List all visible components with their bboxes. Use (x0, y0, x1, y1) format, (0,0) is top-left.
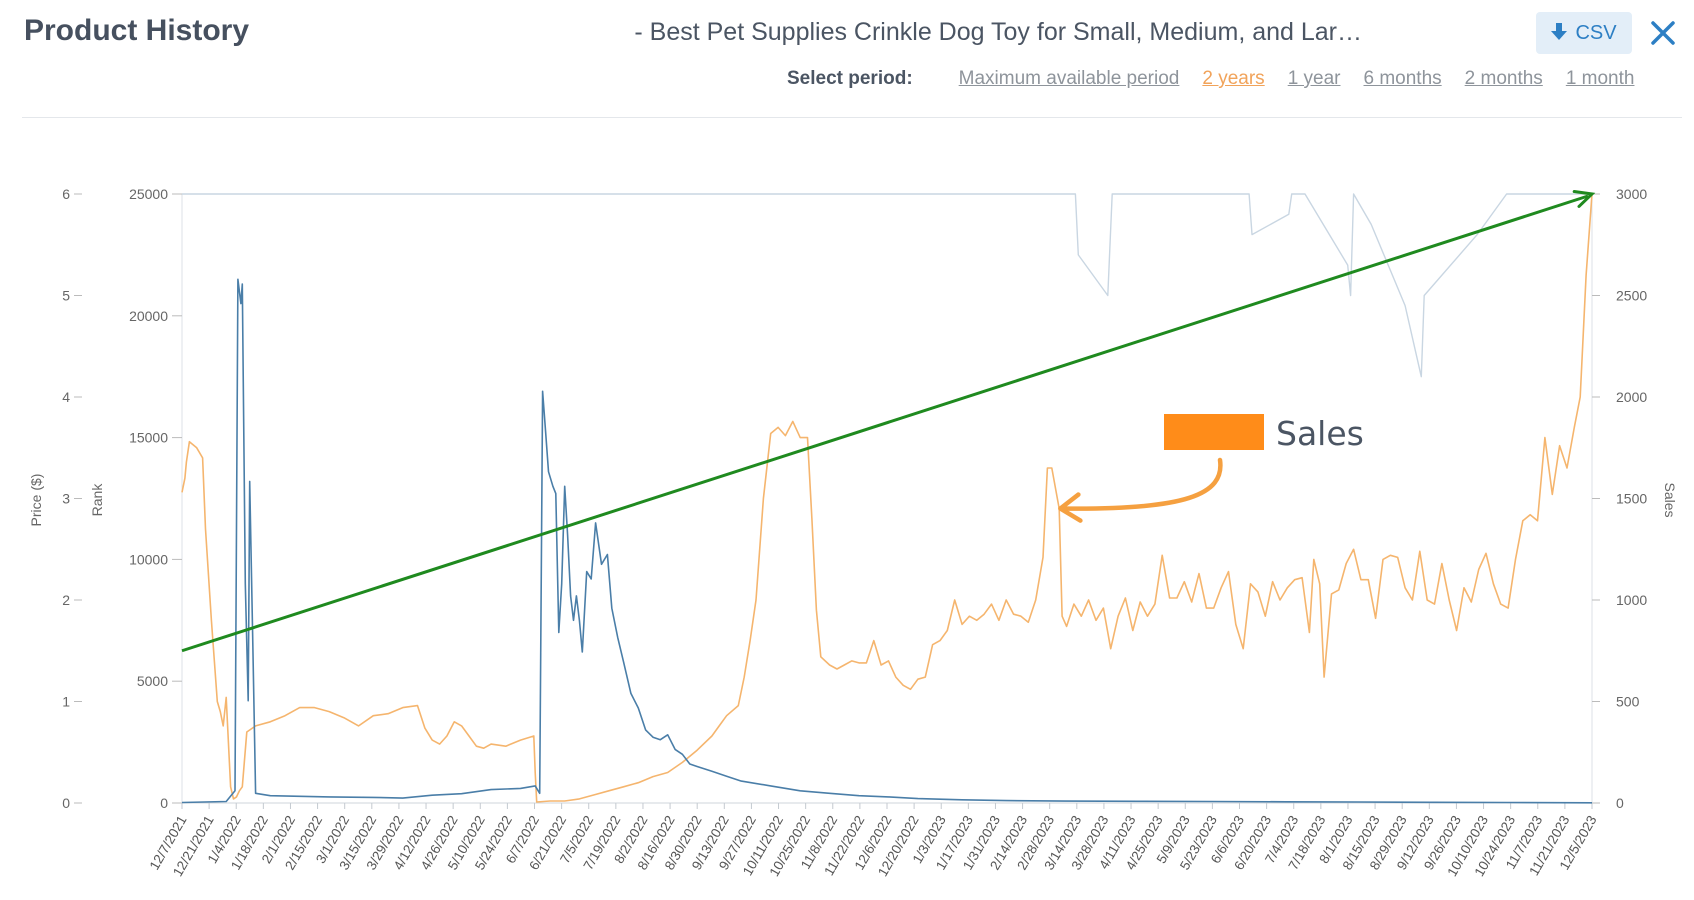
sales-callout-arrow (1060, 457, 1223, 511)
sales-tick-label: 2500 (1616, 288, 1647, 304)
sales-series-line (181, 193, 1593, 803)
close-button[interactable] (1642, 12, 1684, 54)
price-axis: 0 1 2 3 4 5 6 Price ($) (28, 186, 82, 811)
price-tick-label: 3 (62, 491, 70, 507)
sales-axis: 0 500 1000 1500 2000 2500 3000 Sales (1592, 186, 1678, 811)
rank-tick-label: 0 (160, 795, 168, 811)
rank-tick-label: 15000 (129, 430, 168, 446)
annotation-layer: Sales (181, 190, 1596, 653)
sales-legend-swatch (1164, 414, 1264, 450)
price-tick-label: 1 (62, 694, 70, 710)
sales-tick-label: 1000 (1616, 592, 1647, 608)
price-tick-label: 0 (62, 795, 70, 811)
rank-tick-label: 5000 (137, 673, 168, 689)
sales-tick-label: 500 (1616, 694, 1640, 710)
sales-tick-label: 2000 (1616, 389, 1647, 405)
price-tick-label: 4 (62, 389, 70, 405)
sales-tick-label: 3000 (1616, 186, 1647, 202)
price-tick-label: 2 (62, 592, 70, 608)
period-selector: Select period: Maximum available period … (787, 66, 1657, 92)
sales-tick-label: 0 (1616, 795, 1624, 811)
period-option-maximum[interactable]: Maximum available period (958, 68, 1180, 89)
period-option-1-year[interactable]: 1 year (1287, 68, 1341, 89)
trendline-arrowhead (1572, 190, 1596, 208)
period-option-2-months[interactable]: 2 months (1464, 68, 1543, 89)
sales-legend-label: Sales (1276, 414, 1364, 453)
rank-axis: 0 5000 10000 15000 20000 25000 Rank (89, 186, 182, 811)
series-layer (181, 193, 1593, 804)
download-icon (1551, 23, 1568, 40)
rank-series-line (181, 278, 1593, 804)
product-name: - Best Pet Supplies Crinkle Dog Toy for … (634, 18, 1362, 46)
sales-axis-label: Sales (1662, 482, 1678, 517)
x-axis: 12/7/202112/21/20211/4/20221/18/20222/1/… (147, 803, 1600, 879)
period-option-6-months[interactable]: 6 months (1363, 68, 1442, 89)
csv-export-button[interactable]: CSV (1536, 12, 1632, 54)
period-label: Select period: (787, 68, 913, 89)
price-tick-label: 5 (62, 288, 70, 304)
period-option-1-month[interactable]: 1 month (1565, 68, 1635, 89)
rank-tick-label: 20000 (129, 308, 168, 324)
sales-trendline (181, 194, 1589, 653)
close-icon (1651, 21, 1675, 45)
price-axis-label: Price ($) (28, 474, 44, 527)
rank-axis-label: Rank (89, 483, 105, 517)
csv-label: CSV (1575, 21, 1617, 44)
price-series-line (182, 193, 1592, 378)
rank-tick-label: 10000 (129, 551, 168, 567)
header-divider (22, 117, 1682, 118)
sales-tick-label: 1500 (1616, 491, 1647, 507)
period-option-2-years[interactable]: 2 years (1202, 68, 1265, 89)
callout-arrowhead (1058, 492, 1083, 523)
price-tick-label: 6 (62, 186, 70, 202)
rank-tick-label: 25000 (129, 186, 168, 202)
page-title: Product History (24, 14, 250, 47)
